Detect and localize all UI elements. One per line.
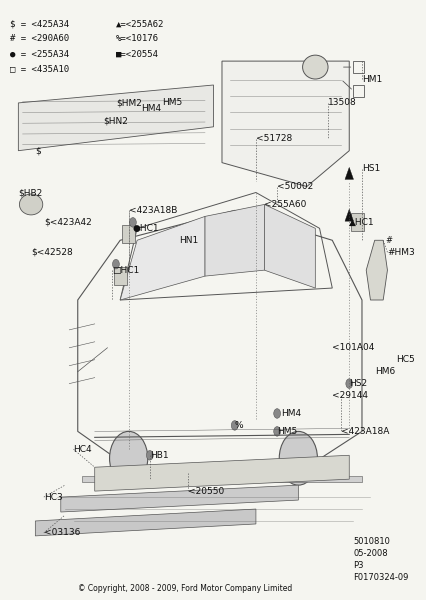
Circle shape: [109, 431, 147, 485]
Text: HM4: HM4: [281, 409, 301, 418]
Text: 5010810: 5010810: [353, 538, 389, 547]
Text: #: #: [384, 236, 391, 245]
Text: $HN2: $HN2: [103, 116, 128, 125]
Text: HS2: HS2: [348, 379, 366, 388]
Polygon shape: [204, 205, 264, 276]
Text: © Copyright, 2008 - 2009, Ford Motor Company Limited: © Copyright, 2008 - 2009, Ford Motor Com…: [78, 584, 291, 593]
Text: <255A60: <255A60: [264, 200, 306, 209]
Polygon shape: [82, 476, 361, 482]
Text: 13508: 13508: [327, 98, 356, 107]
Text: HC3: HC3: [44, 493, 63, 502]
Text: 05-2008: 05-2008: [353, 550, 387, 559]
Text: #HM3: #HM3: [386, 248, 414, 257]
Polygon shape: [120, 217, 204, 300]
Text: HM5: HM5: [276, 427, 296, 436]
Text: HC4: HC4: [73, 445, 92, 454]
Text: HM1: HM1: [361, 74, 381, 83]
Polygon shape: [95, 455, 348, 491]
Text: HM6: HM6: [374, 367, 394, 376]
Text: <423A18A: <423A18A: [340, 427, 388, 436]
Ellipse shape: [19, 194, 43, 215]
Circle shape: [112, 259, 119, 269]
Bar: [351, 214, 363, 232]
Circle shape: [231, 421, 238, 430]
Text: $HB2: $HB2: [18, 188, 43, 197]
Bar: [353, 61, 363, 73]
Text: # = <290A60: # = <290A60: [10, 34, 69, 43]
Circle shape: [146, 451, 153, 460]
Text: $<42528: $<42528: [31, 248, 73, 257]
Text: $: $: [35, 146, 41, 155]
Text: $ = <425A34: $ = <425A34: [10, 19, 69, 28]
Text: ●HC1: ●HC1: [132, 224, 159, 233]
Text: HN1: HN1: [179, 236, 199, 245]
Polygon shape: [264, 205, 314, 288]
Polygon shape: [35, 509, 255, 536]
Text: <423A18B: <423A18B: [128, 206, 177, 215]
Bar: [114, 267, 126, 285]
Polygon shape: [344, 167, 353, 179]
Text: <20550: <20550: [187, 487, 224, 496]
Polygon shape: [18, 85, 213, 151]
Polygon shape: [60, 485, 298, 512]
Ellipse shape: [302, 55, 327, 79]
Polygon shape: [222, 61, 348, 187]
Text: HC5: HC5: [395, 355, 414, 364]
Bar: [353, 85, 363, 97]
Text: ▲HC1: ▲HC1: [348, 218, 374, 227]
Text: HM5: HM5: [162, 98, 182, 107]
Text: $<423A42: $<423A42: [44, 218, 91, 227]
Text: %=<10176: %=<10176: [115, 34, 158, 43]
Text: P3: P3: [353, 561, 363, 570]
Polygon shape: [366, 240, 386, 300]
Text: ▲=<255A62: ▲=<255A62: [115, 19, 164, 28]
Text: HS1: HS1: [361, 164, 379, 173]
Circle shape: [279, 431, 317, 485]
Circle shape: [345, 379, 352, 388]
Bar: [122, 226, 135, 243]
Text: HB1: HB1: [150, 451, 168, 460]
Circle shape: [273, 427, 280, 436]
Circle shape: [273, 409, 280, 418]
Circle shape: [129, 218, 136, 227]
Text: <101A04: <101A04: [331, 343, 374, 352]
Text: <50002: <50002: [276, 182, 313, 191]
Text: $HM2: $HM2: [115, 98, 141, 107]
Text: <03136: <03136: [44, 529, 80, 538]
Text: ■=<20554: ■=<20554: [115, 49, 158, 58]
Text: <29144: <29144: [331, 391, 367, 400]
Text: HM4: HM4: [141, 104, 161, 113]
Text: ● = <255A34: ● = <255A34: [10, 49, 69, 58]
Text: <51728: <51728: [255, 134, 291, 143]
Text: □ = <435A10: □ = <435A10: [10, 64, 69, 73]
Text: F0170324-09: F0170324-09: [353, 573, 408, 582]
Polygon shape: [344, 209, 353, 221]
Text: %: %: [234, 421, 243, 430]
Text: □HC1: □HC1: [112, 266, 138, 275]
